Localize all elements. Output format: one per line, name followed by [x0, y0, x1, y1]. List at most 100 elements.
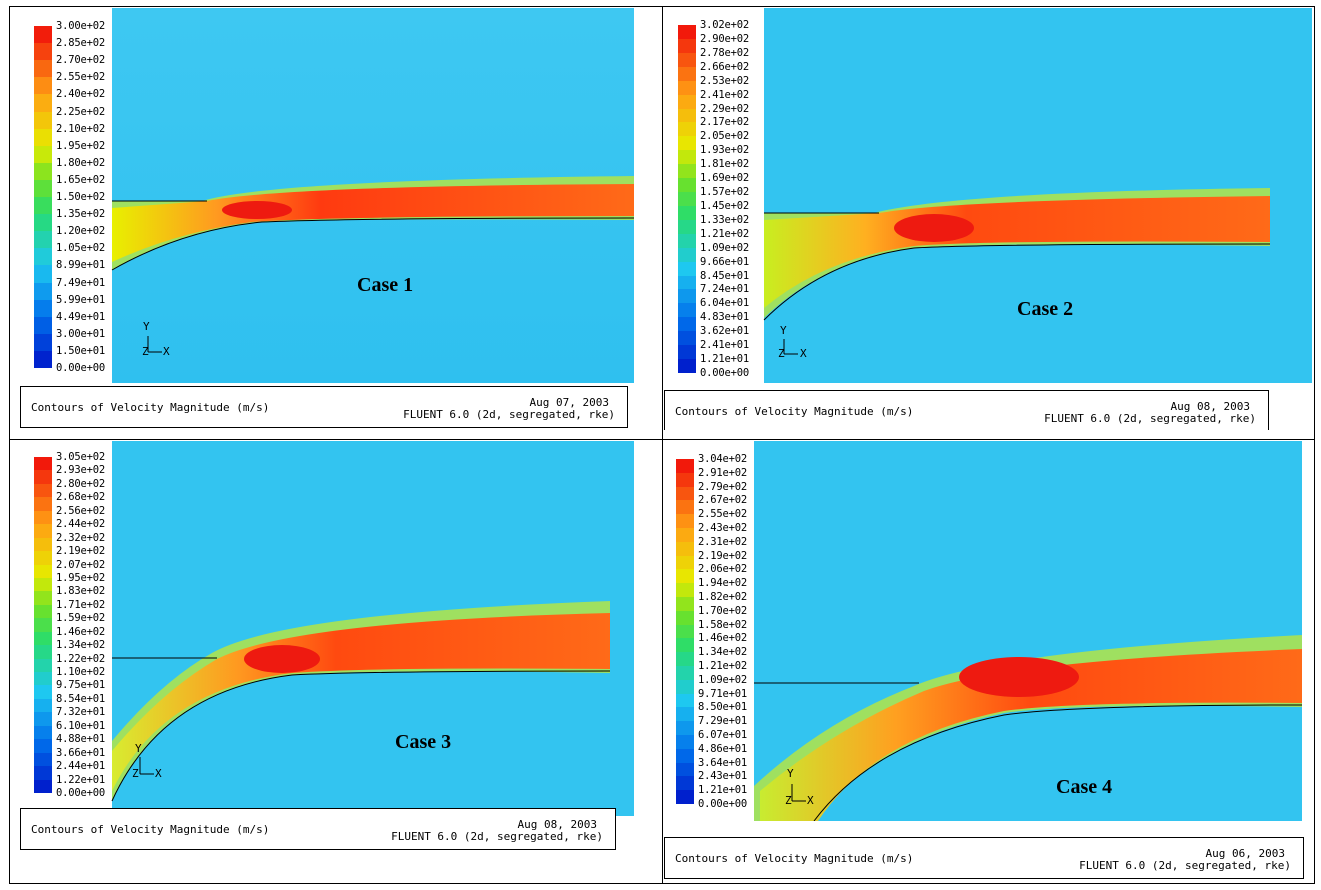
- legend-tick-label: 1.83e+02: [56, 585, 105, 598]
- caption-title: Contours of Velocity Magnitude (m/s): [675, 405, 914, 418]
- panel-case-4: 3.04e+02 2.91e+02 2.79e+02 2.67e+02 2.55e+02…: [664, 441, 1312, 881]
- legend-tick-label: 2.05e+02: [700, 130, 749, 143]
- legend-color-band: [34, 564, 52, 579]
- legend-tick-label: 1.34e+02: [56, 639, 105, 652]
- legend-tick-label: 2.66e+02: [700, 60, 749, 73]
- axis-triad-y: Y: [135, 742, 142, 755]
- legend-color-band: [34, 483, 52, 498]
- legend-color-band: [676, 610, 694, 626]
- axis-triad-z: Z: [785, 794, 792, 807]
- legend-color-band: [678, 25, 696, 40]
- legend-color-band: [34, 766, 52, 781]
- contour-plot-case-3: [111, 441, 634, 816]
- legend-tick-label: 2.07e+02: [56, 558, 105, 571]
- legend-color-band: [34, 60, 52, 78]
- legend-tick-label: 9.75e+01: [56, 679, 105, 692]
- case-label: Case 2: [1017, 298, 1074, 320]
- legend-color-band: [676, 514, 694, 529]
- legend-color-band: [676, 472, 694, 488]
- legend-color-band: [34, 739, 52, 754]
- legend-color-band: [34, 111, 52, 130]
- legend-color-band: [34, 333, 52, 352]
- legend-color-band: [678, 317, 696, 332]
- legend-tick-label: 8.50e+01: [698, 701, 747, 714]
- legend-tick-label: 1.46e+02: [56, 625, 105, 638]
- contour-plot-case-2: [763, 8, 1312, 383]
- legend-color-band: [34, 645, 52, 660]
- legend-color-band: [676, 652, 694, 667]
- legend-color-band: [678, 178, 696, 193]
- legend-tick-label: 0.00e+00: [56, 362, 105, 374]
- legend-tick-label: 2.56e+02: [56, 504, 105, 517]
- legend-color-band: [676, 735, 694, 750]
- legend-tick-label: 1.35e+02: [56, 208, 105, 221]
- legend-color-band: [678, 205, 696, 221]
- legend-tick-label: 1.45e+02: [700, 199, 749, 212]
- legend-tick-label: 1.81e+02: [700, 158, 749, 171]
- legend-color-band: [34, 591, 52, 606]
- legend-color-band: [34, 214, 52, 232]
- legend-color-band: [34, 265, 52, 283]
- caption-solver: FLUENT 6.0 (2d, segregated, rke): [1044, 412, 1256, 425]
- legend-tick-label: 1.70e+02: [698, 604, 747, 617]
- axis-triad-y: Y: [143, 320, 150, 333]
- legend-color-band: [34, 316, 52, 335]
- axis-triad-x: X: [800, 347, 807, 360]
- legend-tick-label: 2.44e+02: [56, 518, 105, 531]
- legend-color-band: [678, 164, 696, 179]
- legend-tick-label: 1.65e+02: [56, 173, 105, 186]
- legend-color-band: [34, 685, 52, 700]
- legend-color-band: [676, 721, 694, 736]
- legend-tick-label: 1.93e+02: [700, 144, 749, 157]
- legend-tick-label: 2.06e+02: [698, 563, 747, 576]
- legend-tick-label: 7.49e+01: [56, 276, 105, 289]
- legend-tick-label: 1.22e+02: [56, 652, 105, 665]
- legend-color-band: [678, 150, 696, 165]
- legend-tick-label: 1.21e+02: [698, 660, 747, 672]
- axis-triad-z: Z: [132, 767, 139, 780]
- legend-color-band: [676, 790, 694, 805]
- legend-color-band: [34, 779, 52, 794]
- legend-color-band: [34, 145, 52, 164]
- caption-title: Contours of Velocity Magnitude (m/s): [31, 823, 270, 836]
- legend-tick-label: 1.21e+01: [700, 353, 749, 366]
- legend-tick-label: 3.66e+01: [56, 746, 105, 759]
- caption-solver: FLUENT 6.0 (2d, segregated, rke): [403, 408, 615, 421]
- legend-tick-label: 2.17e+02: [700, 116, 749, 129]
- legend-color-band: [676, 528, 694, 543]
- caption-solver: FLUENT 6.0 (2d, segregated, rke): [1079, 859, 1291, 872]
- legend-color-band: [678, 38, 696, 54]
- legend-tick-label: 2.40e+02: [56, 88, 105, 101]
- legend-tick-label: 2.68e+02: [56, 491, 105, 504]
- legend-color-band: [678, 247, 696, 263]
- caption-date: Aug 07, 2003: [529, 396, 609, 409]
- grid-divider-vertical: [662, 7, 663, 883]
- legend-tick-label: 2.31e+02: [698, 535, 747, 548]
- legend-color-band: [678, 303, 696, 318]
- legend-color-band: [34, 26, 52, 44]
- legend-tick-label: 2.41e+02: [700, 88, 749, 101]
- legend-tick-label: 2.44e+01: [56, 760, 105, 773]
- legend-color-band: [676, 597, 694, 612]
- legend-tick-label: 0.00e+00: [698, 798, 747, 810]
- color-legend-bar: [676, 459, 694, 805]
- legend-color-band: [676, 459, 694, 474]
- legend-tick-label: 4.49e+01: [56, 310, 105, 323]
- legend-color-band: [678, 233, 696, 249]
- legend-tick-label: 2.29e+02: [700, 102, 749, 115]
- legend-tick-label: 2.41e+01: [700, 339, 749, 352]
- legend-color-band: [678, 66, 696, 82]
- legend-tick-label: 1.20e+02: [56, 225, 105, 238]
- legend-color-band: [676, 555, 694, 570]
- legend-tick-label: 1.50e+02: [56, 191, 105, 203]
- legend-tick-label: 1.46e+02: [698, 632, 747, 645]
- legend-tick-label: 1.95e+02: [56, 139, 105, 152]
- legend-tick-label: 2.90e+02: [700, 32, 749, 45]
- color-legend-bar: [34, 26, 52, 369]
- legend-color-band: [676, 500, 694, 515]
- legend-color-band: [676, 776, 694, 791]
- legend-color-band: [34, 470, 52, 485]
- legend-tick-label: 2.85e+02: [56, 37, 105, 50]
- axis-triad-y: Y: [780, 324, 787, 337]
- legend-color-band: [676, 762, 694, 777]
